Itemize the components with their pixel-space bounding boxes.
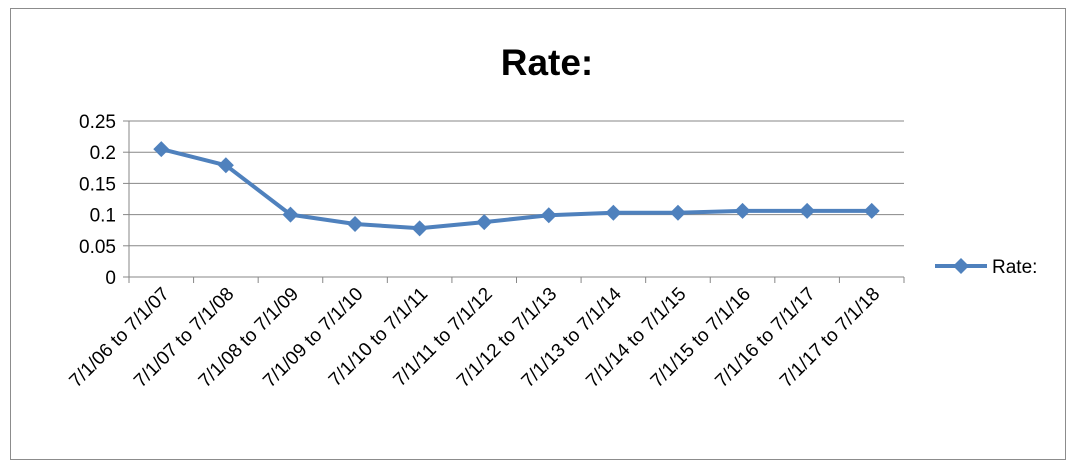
y-tick-label: 0.1 — [90, 206, 116, 227]
y-tick-label: 0.15 — [79, 174, 116, 195]
chart-title: Rate: — [501, 42, 594, 83]
data-point-marker[interactable] — [799, 202, 816, 219]
data-point-marker[interactable] — [411, 220, 428, 237]
y-tick-label: 0.2 — [90, 143, 116, 164]
legend[interactable]: Rate: — [935, 257, 1037, 278]
data-point-marker[interactable] — [669, 204, 686, 221]
y-tick-label: 0.25 — [79, 112, 116, 133]
series-layer — [153, 141, 880, 237]
data-point-marker[interactable] — [605, 204, 622, 221]
legend-marker-icon — [953, 258, 969, 274]
y-tick-label: 0 — [105, 268, 116, 289]
chart-frame — [10, 8, 1066, 460]
y-tick-label: 0.05 — [79, 237, 116, 258]
data-point-marker[interactable] — [734, 202, 751, 219]
data-point-marker[interactable] — [282, 206, 299, 223]
y-tick-labels: 0 0.05 0.1 0.15 0.2 0.25 — [79, 112, 116, 289]
data-point-marker[interactable] — [217, 157, 234, 174]
data-point-marker[interactable] — [540, 207, 557, 224]
gridlines — [129, 120, 904, 247]
data-point-marker[interactable] — [863, 202, 880, 219]
legend-label: Rate: — [992, 257, 1037, 278]
x-tick-labels: 7/1/06 to 7/1/077/1/07 to 7/1/087/1/08 t… — [66, 283, 885, 392]
data-point-marker[interactable] — [347, 215, 364, 232]
series-line — [160, 147, 872, 231]
axes — [123, 120, 905, 283]
data-point-marker[interactable] — [153, 141, 170, 158]
data-point-marker[interactable] — [476, 214, 493, 231]
